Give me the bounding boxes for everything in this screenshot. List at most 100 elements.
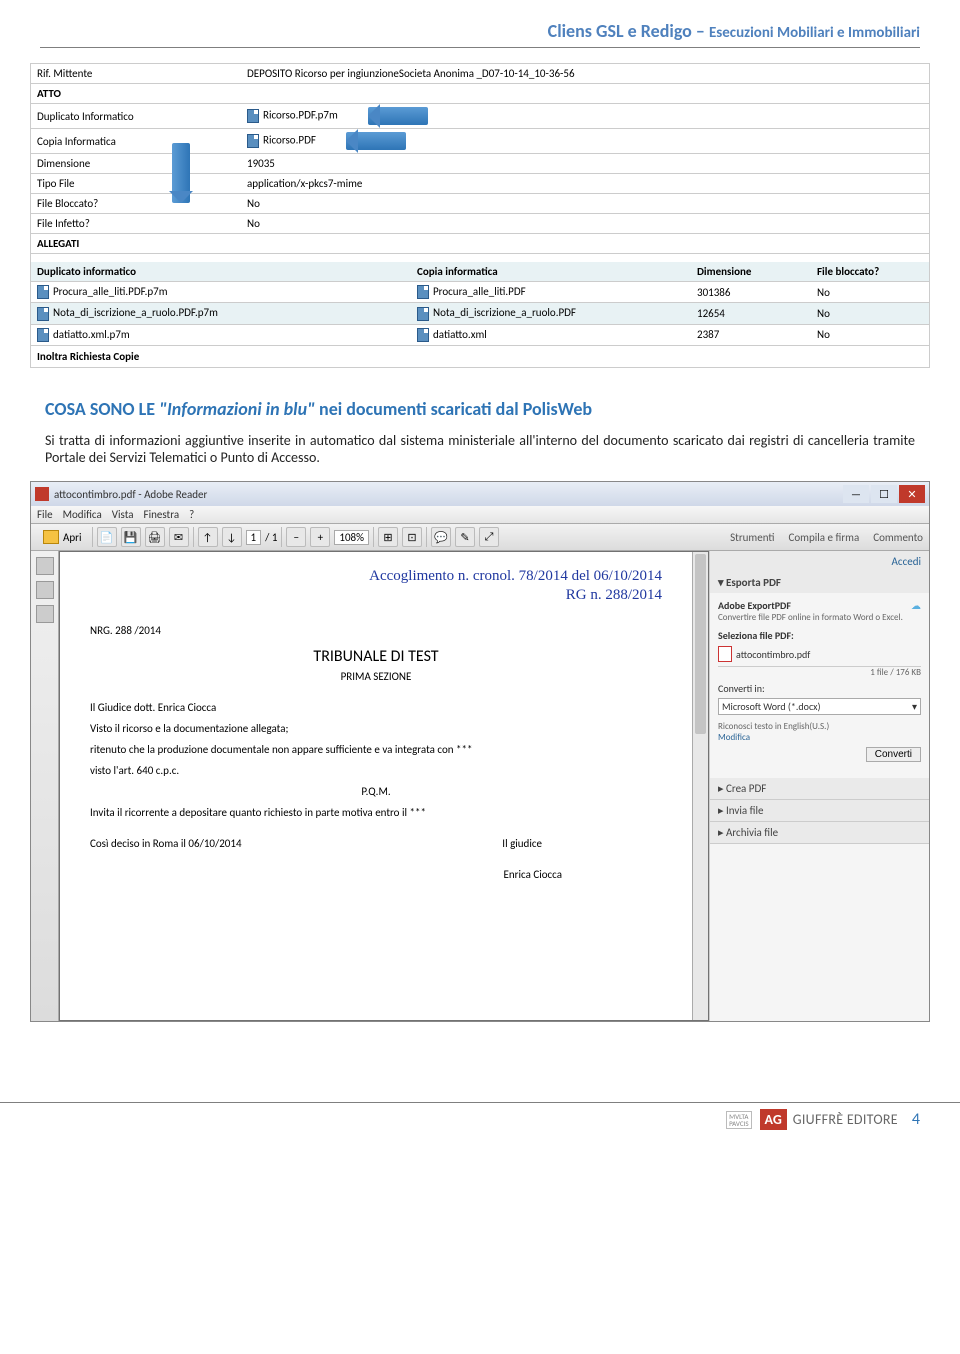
toolbar-tab[interactable]: Strumenti [730,531,774,544]
sign-icon[interactable]: ✎ [455,527,475,547]
file-meta: 1 file / 176 KB [718,667,921,678]
bookmarks-icon[interactable] [36,581,54,599]
export-panel-row[interactable]: ▸ Archivia file [710,822,929,844]
page-number: 4 [912,1110,920,1129]
mvlta-mark: MVLTAPAVCIS [726,1111,751,1129]
attachments-icon[interactable] [36,605,54,623]
cell[interactable]: Nota_di_iscrizione_a_ruolo.PDF.p7m [31,303,411,324]
column-header: Copia informatica [411,262,691,282]
pdf-p4: visto l'art. 640 c.p.c. [90,764,662,777]
pdf-p1: Il Giudice dott. Enrica Ciocca [90,701,662,714]
export-panel-row[interactable]: ▸ Crea PDF [710,778,929,800]
export-pdf-header[interactable]: ▾ Esporta PDF [710,572,929,593]
ag-mark: AG [760,1109,787,1130]
page-total: / 1 [265,531,277,544]
export-sub: Convertire file PDF online in formato Wo… [718,612,921,623]
page-header: Cliens GSL e Redigo – Esecuzioni Mobilia… [0,0,960,47]
open-button[interactable]: Apri [37,530,88,544]
convert-button[interactable]: Converti [866,747,921,762]
menu-item[interactable]: File [37,508,53,521]
zoom-in-icon[interactable]: + [310,527,330,547]
publisher-name: GIUFFRÈ EDITORE [793,1111,898,1128]
menu-item[interactable]: Finestra [144,508,180,521]
save-icon[interactable]: 💾 [121,527,141,547]
file-icon [37,285,49,299]
section-paragraph: Si tratta di informazioni aggiuntive ins… [45,432,915,466]
comment-icon[interactable]: 💬 [431,527,451,547]
file-icon [247,134,259,148]
stamp-line-2: RG n. 288/2014 [90,587,662,604]
folder-icon [43,530,59,544]
thumbnails-icon[interactable] [36,557,54,575]
menu-item[interactable]: ? [189,508,194,521]
ocr-text: Riconosci testo in English(U.S.) [718,721,921,732]
email-icon[interactable]: ✉ [169,527,189,547]
sig-name: Enrica Ciocca [90,868,562,881]
field-value [241,84,929,104]
tool2-icon[interactable]: ⊡ [402,527,422,547]
export-panel-row[interactable]: ▸ Invia file [710,800,929,822]
accedi-link[interactable]: Accedi [710,551,929,572]
table-row: Procura_alle_liti.PDF.p7mProcura_alle_li… [31,282,929,303]
scrollbar-vertical[interactable] [692,552,708,1020]
inoltra-link[interactable]: Inoltra Richiesta Copie [31,346,929,367]
cell: 12654 [691,303,811,324]
toolbar-tab[interactable]: Commento [873,531,923,544]
convert-select[interactable]: Microsoft Word (*.docx) ▾ [718,698,921,715]
file-icon [417,328,429,342]
expand-icon[interactable]: ⤢ [479,527,499,547]
zoom-value[interactable]: 108% [334,530,369,545]
header-title-2: Esecuzioni Mobiliari e Immobiliari [709,24,920,42]
select-file-label: Seleziona file PDF: [718,629,794,642]
cell: No [811,303,929,324]
pdf-page: Accoglimento n. cronol. 78/2014 del 06/1… [60,552,692,1020]
cell[interactable]: datiatto.xml [411,324,691,345]
cell: 2387 [691,324,811,345]
minimize-button[interactable]: — [843,485,869,503]
modifica-link[interactable]: Modifica [718,732,921,743]
field-value: 19035 [241,154,929,174]
details-panel: Rif. MittenteDEPOSITO Ricorso per ingiun… [30,63,930,368]
cell[interactable]: Nota_di_iscrizione_a_ruolo.PDF [411,303,691,324]
field-value[interactable]: Ricorso.PDF.p7m [241,104,929,129]
sig-label: Il giudice [502,837,542,850]
zoom-out-icon[interactable]: − [286,527,306,547]
tool1-icon[interactable]: ⊞ [378,527,398,547]
cell[interactable]: Procura_alle_liti.PDF.p7m [31,282,411,303]
pointer-arrow [368,107,428,125]
pqm: P.Q.M. [90,785,662,798]
nrg: NRG. 288 /2014 [90,624,662,637]
cell[interactable]: datiatto.xml.p7m [31,324,411,345]
menu-item[interactable]: Vista [112,508,134,521]
header-title-1: Cliens GSL e Redigo – [548,20,709,42]
file-icon [37,328,49,342]
page-up-icon[interactable]: ↑ [198,527,218,547]
page-down-icon[interactable]: ↓ [222,527,242,547]
field-value[interactable]: Ricorso.PDF [241,129,929,154]
window-title: attocontimbro.pdf - Adobe Reader [54,488,207,501]
field-label: ALLEGATI [31,234,241,254]
toolbar-tab[interactable]: Compila e firma [789,531,860,544]
field-value: application/x-pkcs7-mime [241,174,929,194]
open-label: Apri [63,531,82,544]
field-label: Dimensione [31,154,241,174]
cell: 301386 [691,282,811,303]
header-rule [40,47,920,48]
page-current[interactable]: 1 [246,530,262,545]
pdf-p6: Così deciso in Roma il 06/10/2014 [90,837,242,850]
field-label: Duplicato Informatico [31,104,241,129]
page-footer: MVLTAPAVCIS AG GIUFFRÈ EDITORE 4 [0,1102,960,1154]
convert-label: Converti in: [718,682,921,695]
create-pdf-icon[interactable]: 📄 [97,527,117,547]
file-icon [417,307,429,321]
menu-item[interactable]: Modifica [63,508,102,521]
cell[interactable]: Procura_alle_liti.PDF [411,282,691,303]
close-button[interactable]: ✕ [899,485,925,503]
pdf-viewport: Accoglimento n. cronol. 78/2014 del 06/1… [59,551,709,1021]
maximize-button[interactable]: ☐ [871,485,897,503]
pdf-p3: ritenuto che la produzione documentale n… [90,743,662,756]
field-value: No [241,194,929,214]
print-icon[interactable]: 🖨 [145,527,165,547]
column-header: Duplicato informatico [31,262,411,282]
export-panel: Accedi ▾ Esporta PDF Adobe ExportPDF ☁ C… [709,551,929,1021]
